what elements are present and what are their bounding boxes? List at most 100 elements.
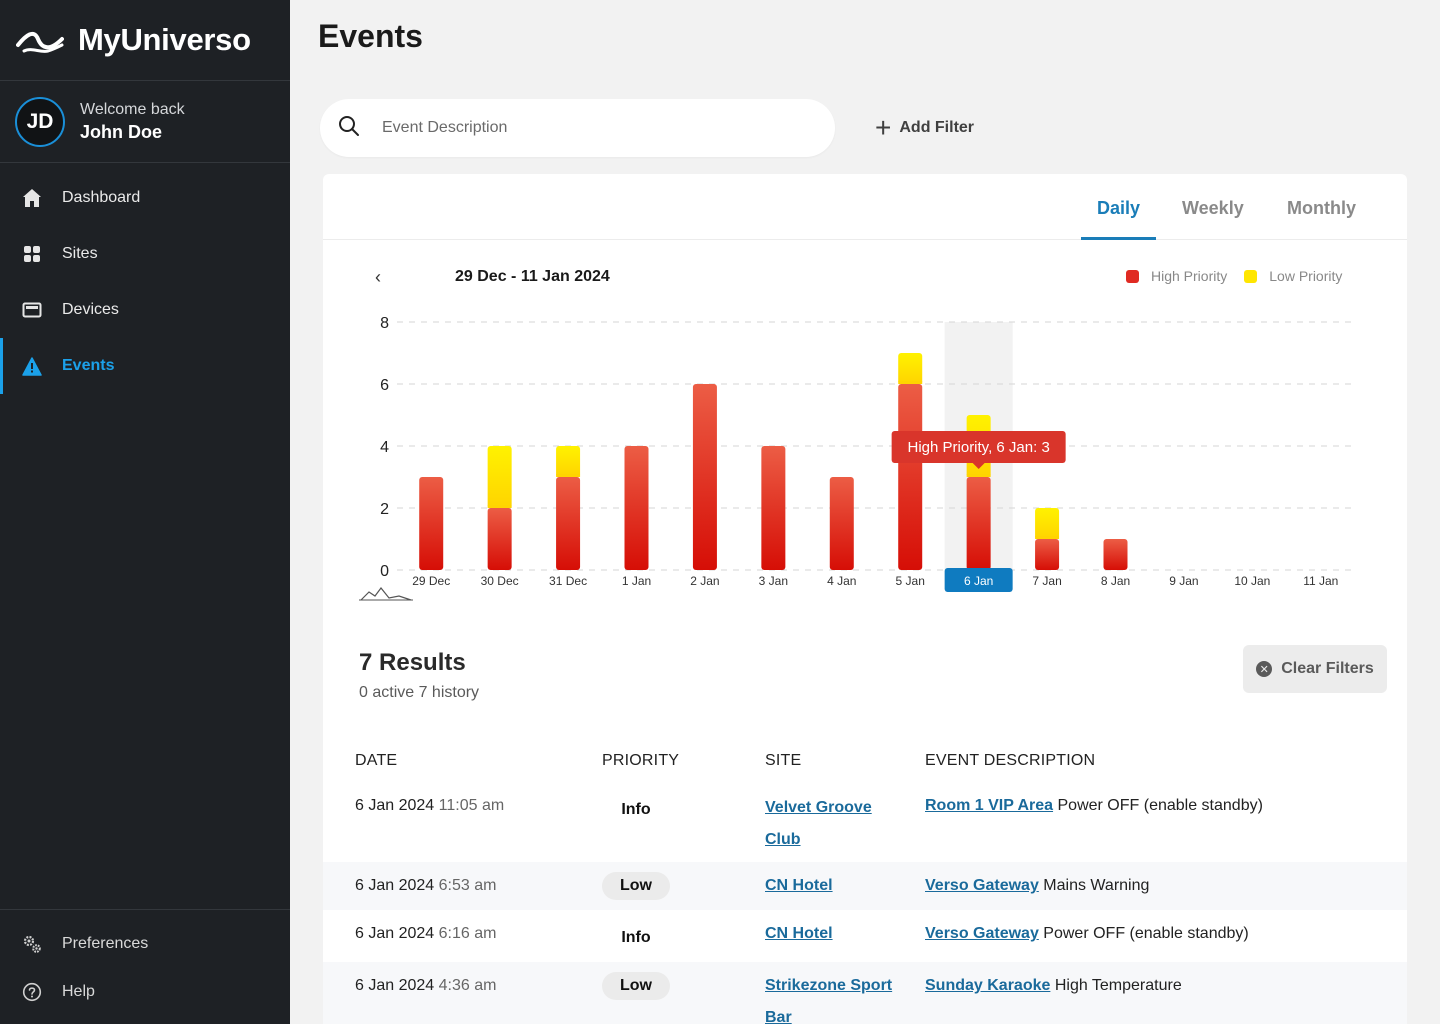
- brand-name[interactable]: MyUniverso: [78, 22, 251, 57]
- event-time: 6:53 am: [438, 877, 497, 894]
- bar-low-priority: [898, 353, 923, 384]
- device-link[interactable]: Sunday Karaoke: [925, 977, 1051, 994]
- nav-item-devices[interactable]: Devices: [0, 282, 290, 338]
- priority-badge: Info: [621, 929, 651, 946]
- gears-icon: [22, 934, 42, 954]
- bar-high-priority: [487, 508, 512, 570]
- bar-high-priority: [1035, 539, 1060, 570]
- event-description: Verso Gateway Mains Warning: [925, 877, 1149, 895]
- search-bar[interactable]: [320, 99, 835, 157]
- x-tick-label: 4 Jan: [827, 574, 856, 588]
- device-icon: [22, 300, 42, 320]
- nav-item-sites[interactable]: Sites: [0, 226, 290, 282]
- bar-low-priority-join: [898, 381, 923, 384]
- table-row[interactable]: 6 Jan 2024 6:53 am Low CN Hotel Verso Ga…: [323, 862, 1407, 910]
- site-link[interactable]: CN Hotel: [765, 877, 833, 894]
- brand-header: MyUniverso: [0, 0, 290, 81]
- description-text: Power OFF (enable standby): [1057, 797, 1263, 814]
- event-datetime: 6 Jan 2024 11:05 am: [355, 797, 504, 815]
- add-filter-button[interactable]: + Add Filter: [875, 114, 974, 142]
- tab-monthly[interactable]: Monthly: [1287, 198, 1356, 218]
- avatar[interactable]: JD: [15, 96, 65, 147]
- legend-item-low[interactable]: Low Priority: [1244, 268, 1342, 284]
- legend-swatch-low: [1244, 269, 1258, 283]
- event-time: 6:16 am: [438, 925, 497, 942]
- grid-icon: [22, 244, 42, 264]
- legend-swatch-high: [1126, 269, 1139, 283]
- nav-label: Events: [62, 357, 115, 374]
- nav-item-help[interactable]: Help: [0, 968, 290, 1016]
- nav-label: Dashboard: [62, 189, 141, 206]
- sidebar-footer: Preferences Help: [0, 909, 290, 1024]
- x-tick-label: 8 Jan: [1101, 574, 1130, 588]
- bar-low-priority-join: [556, 474, 581, 477]
- bar-high-priority: [1103, 539, 1128, 570]
- priority-badge: Low: [602, 972, 670, 1000]
- range-selector-sparkline-icon: [360, 587, 412, 601]
- column-header-description[interactable]: EVENT DESCRIPTION: [925, 752, 1096, 769]
- nav-label: Devices: [62, 301, 119, 318]
- device-link[interactable]: Room 1 VIP Area: [925, 797, 1054, 814]
- nav-item-events[interactable]: Events: [0, 338, 290, 394]
- clear-filters-label: Clear Filters: [1281, 660, 1374, 677]
- site-link-continued[interactable]: Bar: [765, 1009, 792, 1024]
- x-tick-label: 3 Jan: [759, 574, 788, 588]
- bar-low-priority-join: [966, 474, 991, 477]
- description-text: Mains Warning: [1043, 877, 1150, 894]
- main-nav: Dashboard Sites Devices Events: [0, 163, 290, 394]
- site-link[interactable]: Strikezone Sport: [765, 977, 893, 994]
- search-input[interactable]: [382, 119, 782, 137]
- bar-low-priority-join: [487, 505, 512, 508]
- plus-icon: +: [875, 112, 892, 143]
- description-text: Power OFF (enable standby): [1043, 925, 1249, 942]
- nav-item-preferences[interactable]: Preferences: [0, 920, 290, 968]
- column-header-date[interactable]: DATE: [355, 752, 398, 769]
- clear-filters-button[interactable]: ✕ Clear Filters: [1243, 645, 1387, 693]
- bar-high-priority: [624, 446, 649, 570]
- bar-high-priority: [966, 477, 991, 570]
- column-header-priority[interactable]: PRIORITY: [602, 752, 680, 769]
- y-tick-label: 8: [380, 315, 389, 332]
- event-datetime: 6 Jan 2024 4:36 am: [355, 977, 496, 995]
- legend-item-high[interactable]: High Priority: [1126, 268, 1227, 284]
- site-link-continued[interactable]: Club: [765, 831, 801, 848]
- previous-range-chevron-left-icon[interactable]: ‹: [375, 267, 381, 287]
- results-summary: 0 active 7 history: [359, 684, 480, 701]
- help-icon: [22, 982, 42, 1002]
- add-filter-label: Add Filter: [899, 119, 975, 136]
- event-date: 6 Jan 2024: [355, 977, 435, 994]
- nav-item-dashboard[interactable]: Dashboard: [0, 170, 290, 226]
- event-datetime: 6 Jan 2024 6:16 am: [355, 925, 496, 943]
- x-tick-label: 11 Jan: [1303, 574, 1338, 588]
- bar-high-priority: [692, 384, 717, 570]
- event-date: 6 Jan 2024: [355, 877, 435, 894]
- site-link[interactable]: Velvet Groove: [765, 799, 872, 816]
- device-link[interactable]: Verso Gateway: [925, 925, 1039, 942]
- device-link[interactable]: Verso Gateway: [925, 877, 1039, 894]
- column-header-site[interactable]: SITE: [765, 752, 802, 769]
- bar-low-priority: [1035, 508, 1060, 539]
- description-text: High Temperature: [1054, 977, 1182, 994]
- bar-low-priority: [556, 446, 581, 477]
- active-tab-indicator: [1081, 237, 1156, 240]
- event-time: 11:05 am: [438, 797, 505, 814]
- nav-label: Help: [62, 983, 95, 1000]
- site-cell: Velvet Groove Club: [765, 792, 910, 856]
- x-tick-label: 31 Dec: [549, 574, 587, 588]
- events-bar-chart[interactable]: 0 2 4 6 8 29 Dec 30 Dec 31 Dec 1 Jan 2 Jan 3 Jan 4 …: [323, 300, 1407, 610]
- x-tick-label: 5 Jan: [896, 574, 925, 588]
- priority-badge: Info: [621, 801, 651, 818]
- table-row[interactable]: 6 Jan 2024 11:05 am Info Velvet Groove C…: [323, 782, 1407, 862]
- site-link[interactable]: CN Hotel: [765, 925, 833, 942]
- table-row[interactable]: 6 Jan 2024 6:16 am Info CN Hotel Verso G…: [323, 910, 1407, 962]
- table-row[interactable]: 6 Jan 2024 4:36 am Low Strikezone Sport …: [323, 962, 1407, 1024]
- event-time: 4:36 am: [438, 977, 497, 994]
- search-icon: [338, 115, 360, 142]
- tab-daily[interactable]: Daily: [1097, 198, 1141, 218]
- bar-high-priority: [419, 477, 444, 570]
- tab-weekly[interactable]: Weekly: [1182, 198, 1244, 218]
- event-description: Sunday Karaoke High Temperature: [925, 977, 1182, 995]
- user-card[interactable]: JD Welcome back John Doe: [0, 81, 290, 163]
- y-tick-label: 4: [380, 439, 389, 456]
- date-range-label: 29 Dec - 11 Jan 2024: [455, 268, 610, 285]
